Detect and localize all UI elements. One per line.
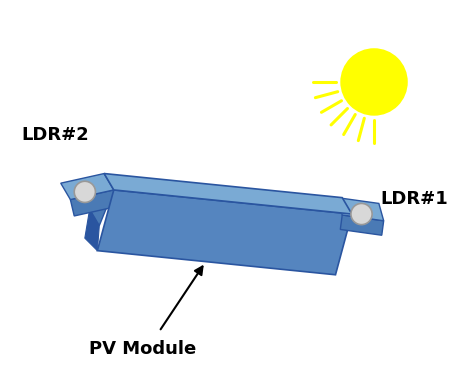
Polygon shape	[90, 174, 113, 226]
Text: LDR#1: LDR#1	[380, 190, 448, 208]
Circle shape	[340, 48, 407, 116]
Circle shape	[74, 181, 95, 202]
Text: PV Module: PV Module	[89, 340, 196, 358]
Polygon shape	[104, 174, 351, 214]
Polygon shape	[336, 198, 383, 221]
Circle shape	[350, 203, 371, 224]
Polygon shape	[97, 190, 351, 275]
Text: LDR#2: LDR#2	[21, 126, 89, 144]
Polygon shape	[70, 190, 118, 216]
Polygon shape	[340, 215, 383, 235]
Polygon shape	[84, 209, 99, 251]
Polygon shape	[61, 174, 113, 200]
